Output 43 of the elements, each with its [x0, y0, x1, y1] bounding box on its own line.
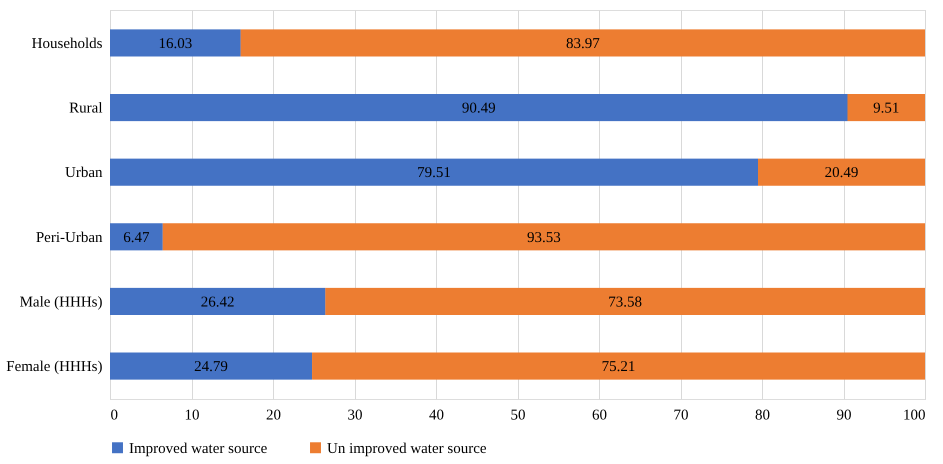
data-label: 73.58 — [608, 294, 642, 310]
legend-label: Improved water source — [129, 440, 268, 457]
y-tick-label: Households — [32, 36, 103, 52]
data-label: 6.47 — [123, 230, 150, 246]
data-label: 83.97 — [566, 36, 600, 52]
bar — [325, 288, 925, 315]
y-tick-label: Male (HHHs) — [20, 294, 102, 310]
x-tick-label: 30 — [348, 408, 362, 424]
x-tick-label: 50 — [510, 408, 526, 424]
data-label: 24.79 — [194, 359, 228, 376]
y-tick-label: Rural — [69, 100, 102, 117]
bar — [110, 352, 312, 380]
x-tick-label: 40 — [429, 408, 444, 424]
x-tick-label: 70 — [674, 408, 688, 424]
data-label: 93.53 — [526, 230, 561, 246]
bar — [110, 29, 241, 57]
x-tick-label: 80 — [755, 408, 770, 424]
x-tick-label: 0 — [110, 408, 118, 424]
x-tick-label: 20 — [266, 408, 281, 424]
bar — [847, 94, 925, 122]
data-label: 9.51 — [873, 100, 900, 117]
y-tick-label: Female (HHHs) — [6, 359, 102, 376]
x-tick-label: 100 — [903, 408, 926, 424]
y-tick-label: Urban — [65, 165, 103, 182]
data-label: 20.49 — [824, 165, 858, 182]
bar — [758, 158, 925, 186]
bar — [162, 223, 925, 250]
x-tick-label: 90 — [836, 408, 852, 424]
data-label: 79.51 — [417, 165, 451, 182]
x-tick-label: 60 — [592, 408, 607, 424]
y-tick-label: Peri-Urban — [36, 230, 103, 246]
data-label: 75.21 — [602, 359, 636, 376]
x-tick-label: 10 — [184, 408, 200, 424]
data-label: 26.42 — [200, 294, 235, 310]
bar — [110, 223, 163, 250]
legend-label: Un improved water source — [327, 440, 487, 457]
bar — [110, 288, 326, 315]
bar — [110, 158, 758, 186]
data-label: 16.03 — [158, 36, 192, 52]
data-label: 90.49 — [462, 100, 496, 117]
bar — [312, 352, 925, 380]
bar — [110, 94, 848, 122]
bar — [240, 29, 925, 57]
